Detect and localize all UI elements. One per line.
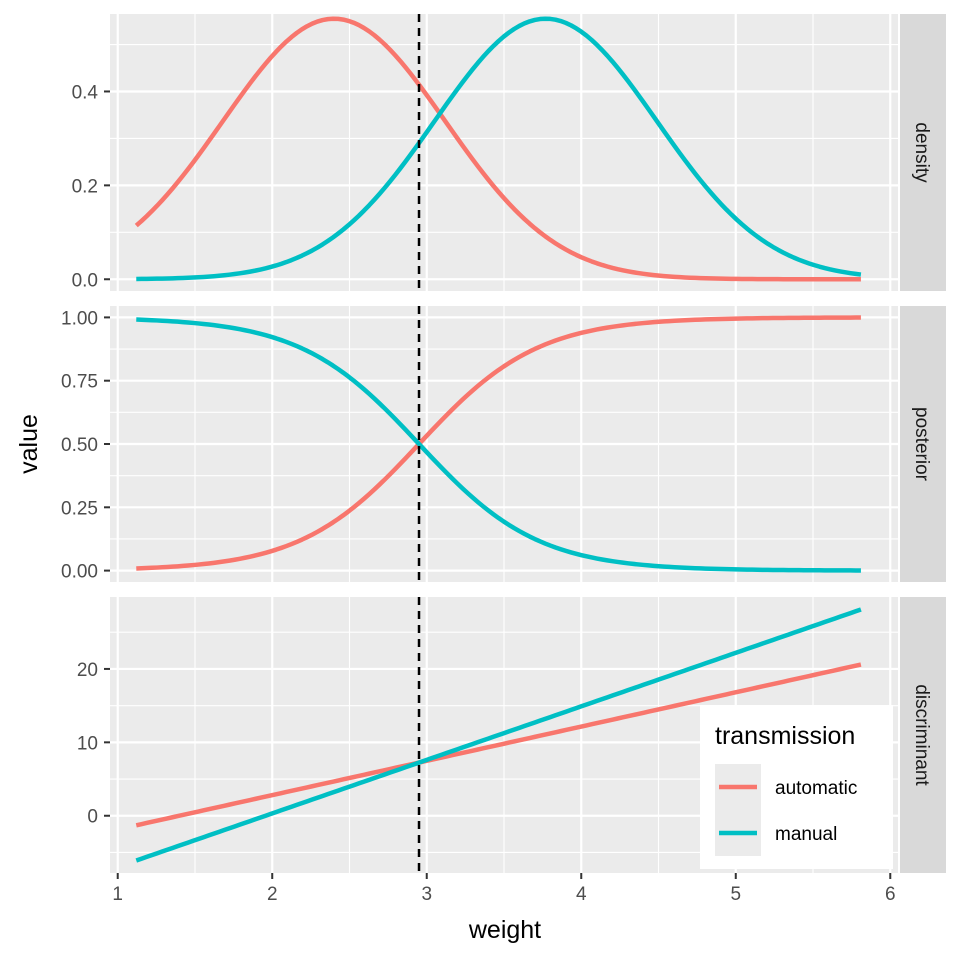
x-axis-title: weight bbox=[468, 916, 541, 944]
x-tick-label: 3 bbox=[421, 884, 432, 905]
y-tick-label: 0.25 bbox=[61, 498, 98, 519]
y-tick-label: 0.2 bbox=[72, 176, 98, 197]
x-tick-label: 5 bbox=[730, 884, 741, 905]
series-line-manual bbox=[136, 16, 862, 282]
facet-strip bbox=[900, 597, 946, 873]
x-tick-label: 1 bbox=[112, 884, 123, 905]
x-tick-label: 6 bbox=[885, 884, 896, 905]
legend-label-manual: manual bbox=[775, 824, 837, 845]
facet-strip-label: posterior bbox=[911, 407, 932, 482]
x-tick-label: 4 bbox=[576, 884, 587, 905]
facet-panel-density: 0.0 0.2 0.4 density bbox=[72, 14, 946, 291]
y-tick-label: 0.00 bbox=[61, 562, 98, 583]
facet-panel-posterior: 0.00 0.25 0.50 0.75 1.00 posterior bbox=[61, 306, 946, 583]
x-axis: 1 2 3 4 5 6 bbox=[112, 873, 896, 905]
facet-strip-label: discriminant bbox=[911, 684, 932, 786]
y-tick-label: 0.50 bbox=[61, 435, 98, 456]
y-tick-label: 0.75 bbox=[61, 372, 98, 393]
legend-title: transmission bbox=[715, 722, 855, 750]
y-tick-label: 0.0 bbox=[72, 270, 98, 291]
y-tick-label: 20 bbox=[77, 660, 98, 681]
legend-label-automatic: automatic bbox=[775, 778, 857, 799]
facet-strip-label: density bbox=[911, 122, 932, 183]
series-line-manual bbox=[135, 607, 862, 863]
series-line-automatic bbox=[135, 662, 862, 828]
legend: transmission automatic manual bbox=[700, 705, 893, 869]
y-tick-label: 10 bbox=[77, 733, 98, 754]
series-line-manual bbox=[136, 317, 861, 573]
series-line-automatic bbox=[136, 315, 861, 571]
y-tick-label: 0 bbox=[87, 807, 98, 828]
y-axis-title: value bbox=[15, 414, 43, 474]
x-tick-label: 2 bbox=[267, 884, 278, 905]
series-line-automatic bbox=[134, 16, 861, 282]
facet-strip bbox=[900, 306, 946, 582]
facet-strip bbox=[900, 14, 946, 291]
y-tick-label: 1.00 bbox=[61, 308, 98, 329]
y-tick-label: 0.4 bbox=[72, 82, 99, 103]
